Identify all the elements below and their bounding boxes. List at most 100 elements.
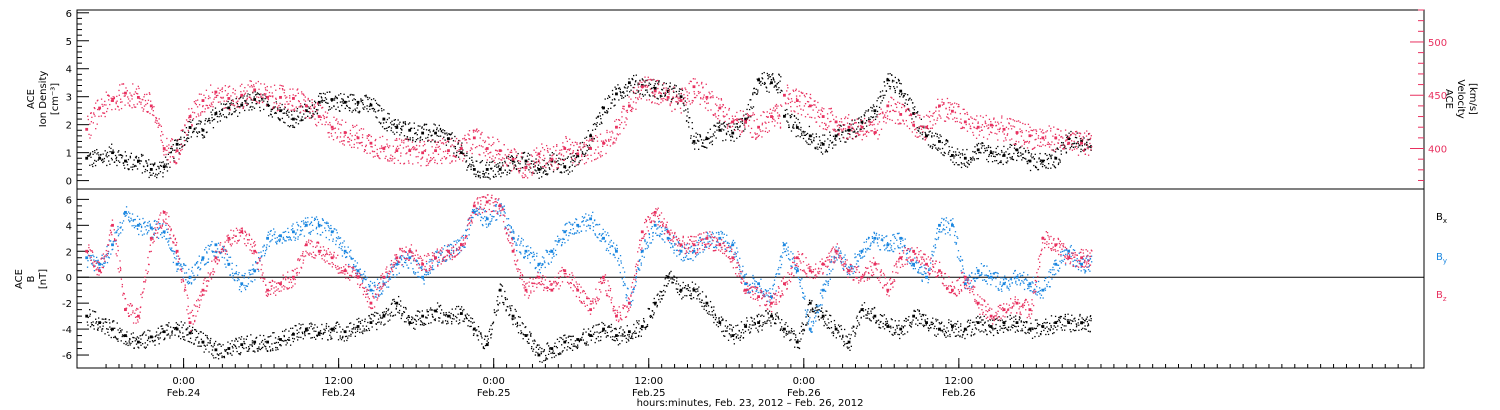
data-sample [557,166,560,169]
data-sample [331,135,333,137]
data-sample [219,353,221,355]
data-sample [630,89,632,91]
data-sample [285,328,287,331]
data-sample [361,319,363,321]
data-sample [109,326,111,328]
data-sample [184,124,186,126]
data-sample [759,81,761,83]
data-sample [121,157,123,159]
data-sample [821,110,824,113]
data-sample [392,145,394,147]
data-sample [424,149,427,151]
data-sample [223,107,225,109]
data-sample [675,95,678,97]
data-sample [546,162,549,164]
data-point [421,151,425,155]
data-sample [453,152,455,154]
data-sample [540,167,543,169]
data-sample [775,105,777,107]
data-sample [325,327,328,329]
data-sample [944,120,947,122]
data-sample [824,151,827,153]
velocity-series-3 [783,84,1093,156]
data-sample [238,97,240,100]
data-sample [982,142,984,145]
data-sample [89,313,91,315]
data-sample [191,326,194,329]
data-sample [155,168,158,171]
data-sample [826,151,828,153]
data-sample [214,93,216,95]
data-sample [726,113,728,116]
data-sample [1074,130,1077,133]
data-point [679,95,683,99]
data-sample [348,107,350,109]
data-sample [610,136,612,138]
data-sample [592,138,594,140]
data-sample [1038,145,1041,147]
data-sample [772,73,774,75]
data-sample [171,138,173,140]
data-sample [936,119,938,121]
data-sample [764,81,766,84]
data-sample [322,92,325,95]
data-sample [444,150,447,152]
data-sample [230,103,233,106]
data-sample [823,122,826,125]
data-sample [746,112,748,115]
data-sample [123,342,125,345]
data-sample [329,334,331,336]
data-sample [338,94,340,96]
data-sample [1042,132,1044,134]
data-sample [96,148,98,151]
data-sample [368,329,371,332]
data-point [537,168,541,171]
data-sample [413,146,415,148]
data-sample [387,159,389,161]
data-sample [206,131,208,133]
data-sample [598,152,600,154]
data-sample [714,131,716,133]
data-sample [365,329,367,331]
data-sample [328,106,331,108]
data-point [938,104,941,108]
data-sample [134,106,137,108]
data-sample [794,101,796,104]
data-sample [521,152,523,154]
data-sample [215,111,218,113]
data-sample [810,97,812,100]
data-sample [847,138,849,140]
data-sample [1008,123,1010,125]
data-sample [109,103,111,106]
data-sample [870,116,872,118]
data-sample [308,110,311,113]
data-sample [445,141,447,144]
data-sample [539,156,541,159]
data-point [292,332,295,336]
data-sample [92,122,95,124]
data-sample [360,99,362,101]
data-sample [221,108,224,110]
data-sample [378,121,380,123]
data-sample [714,103,717,105]
data-sample [390,154,392,156]
data-sample [705,136,707,138]
data-sample [151,108,153,110]
data-sample [1021,159,1023,161]
data-sample [219,343,221,346]
data-sample [948,118,950,120]
data-sample [411,322,413,324]
data-sample [364,145,367,148]
data-sample [510,151,512,154]
data-sample [722,104,725,106]
data-sample [1021,130,1023,132]
data-sample [921,125,923,128]
data-sample [736,111,738,114]
data-sample [113,96,116,98]
data-sample [626,111,629,113]
data-sample [892,109,894,111]
data-sample [867,119,870,121]
data-sample [1076,141,1079,144]
data-sample [936,135,938,138]
data-sample [615,88,617,90]
